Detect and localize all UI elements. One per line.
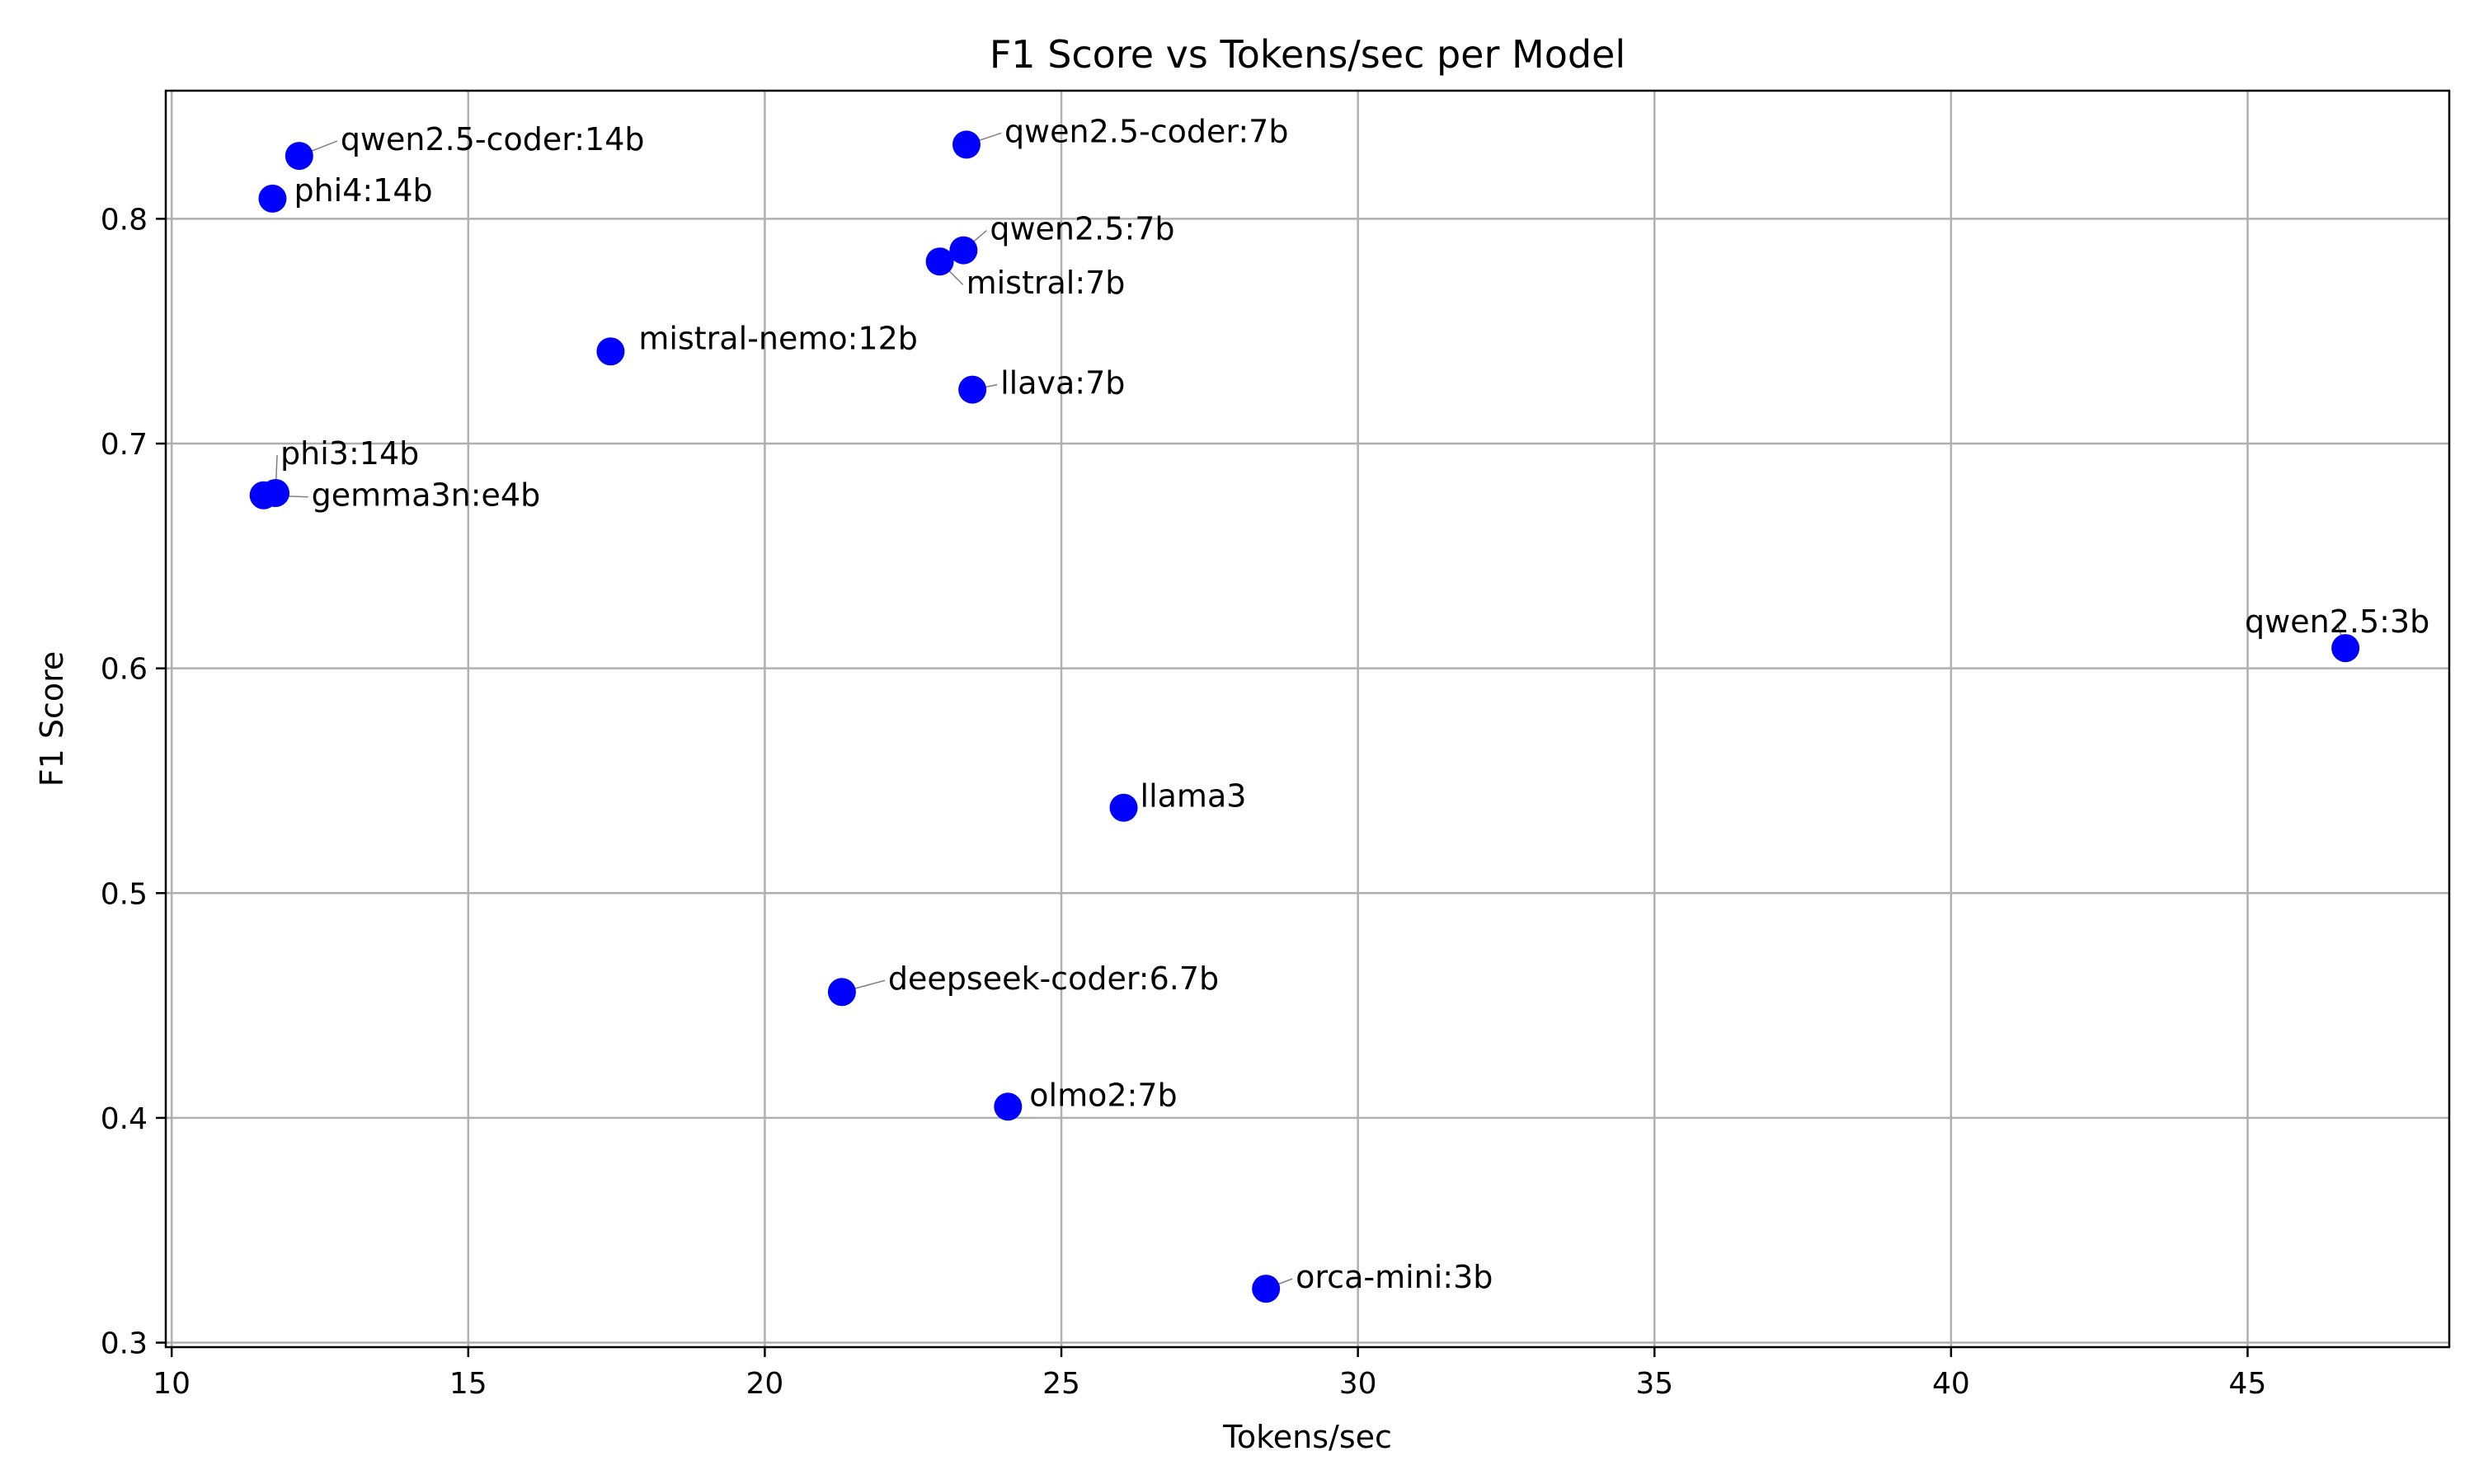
data-point [827, 978, 856, 1007]
data-points [249, 130, 2360, 1303]
y-tick-label: 0.5 [101, 877, 148, 911]
data-point [994, 1092, 1023, 1121]
point-label: llama3 [1141, 778, 1247, 815]
grid-lines [166, 91, 2449, 1347]
data-point [1109, 793, 1138, 822]
point-label: phi3:14b [280, 435, 419, 472]
data-point [285, 142, 313, 171]
point-label: deepseek-coder:6.7b [888, 960, 1219, 997]
point-label: phi4:14b [294, 172, 432, 209]
y-tick-label: 0.8 [101, 203, 148, 237]
y-tick-label: 0.6 [101, 653, 148, 687]
point-label: qwen2.5-coder:7b [1004, 113, 1289, 149]
x-tick-label: 15 [449, 1367, 487, 1401]
x-tick-label: 40 [1932, 1367, 1970, 1401]
x-tick-label: 10 [153, 1367, 190, 1401]
data-point [949, 236, 978, 265]
data-point [1252, 1275, 1281, 1303]
x-tick-label: 45 [2229, 1367, 2267, 1401]
point-label: mistral-nemo:12b [638, 320, 917, 356]
point-label: qwen2.5:3b [2245, 603, 2429, 640]
y-tick-label: 0.7 [101, 428, 148, 462]
y-tick-label: 0.4 [101, 1102, 148, 1136]
data-point [958, 375, 987, 404]
x-axis-title: Tokens/sec [1222, 1419, 1392, 1455]
point-label: qwen2.5:7b [990, 211, 1174, 247]
data-point [952, 130, 981, 159]
x-tick-label: 30 [1339, 1367, 1377, 1401]
y-axis-title: F1 Score [34, 651, 70, 787]
data-point [258, 184, 287, 213]
x-tick-label: 25 [1042, 1367, 1080, 1401]
point-label: orca-mini:3b [1296, 1259, 1493, 1295]
chart-title: F1 Score vs Tokens/sec per Model [990, 32, 1625, 77]
data-point [925, 247, 954, 276]
plot-frame [164, 89, 2451, 1349]
data-point [596, 337, 625, 366]
y-axis-ticks: 0.3 0.4 0.5 0.6 0.7 0.8 [101, 203, 166, 1361]
data-point [2331, 634, 2360, 663]
data-point [249, 481, 278, 510]
point-label: mistral:7b [967, 265, 1126, 301]
x-tick-label: 20 [746, 1367, 784, 1401]
x-axis-ticks: 10 15 20 25 30 35 40 45 [153, 1347, 2266, 1401]
y-tick-label: 0.3 [101, 1327, 148, 1361]
point-labels: qwen2.5-coder:14b phi4:14b qwen2.5-coder:7… [280, 113, 2429, 1295]
point-label: gemma3n:e4b [312, 477, 541, 514]
point-label: qwen2.5-coder:14b [341, 121, 645, 157]
point-label: olmo2:7b [1029, 1077, 1177, 1113]
x-tick-label: 35 [1635, 1367, 1673, 1401]
point-label: llava:7b [1000, 365, 1125, 402]
